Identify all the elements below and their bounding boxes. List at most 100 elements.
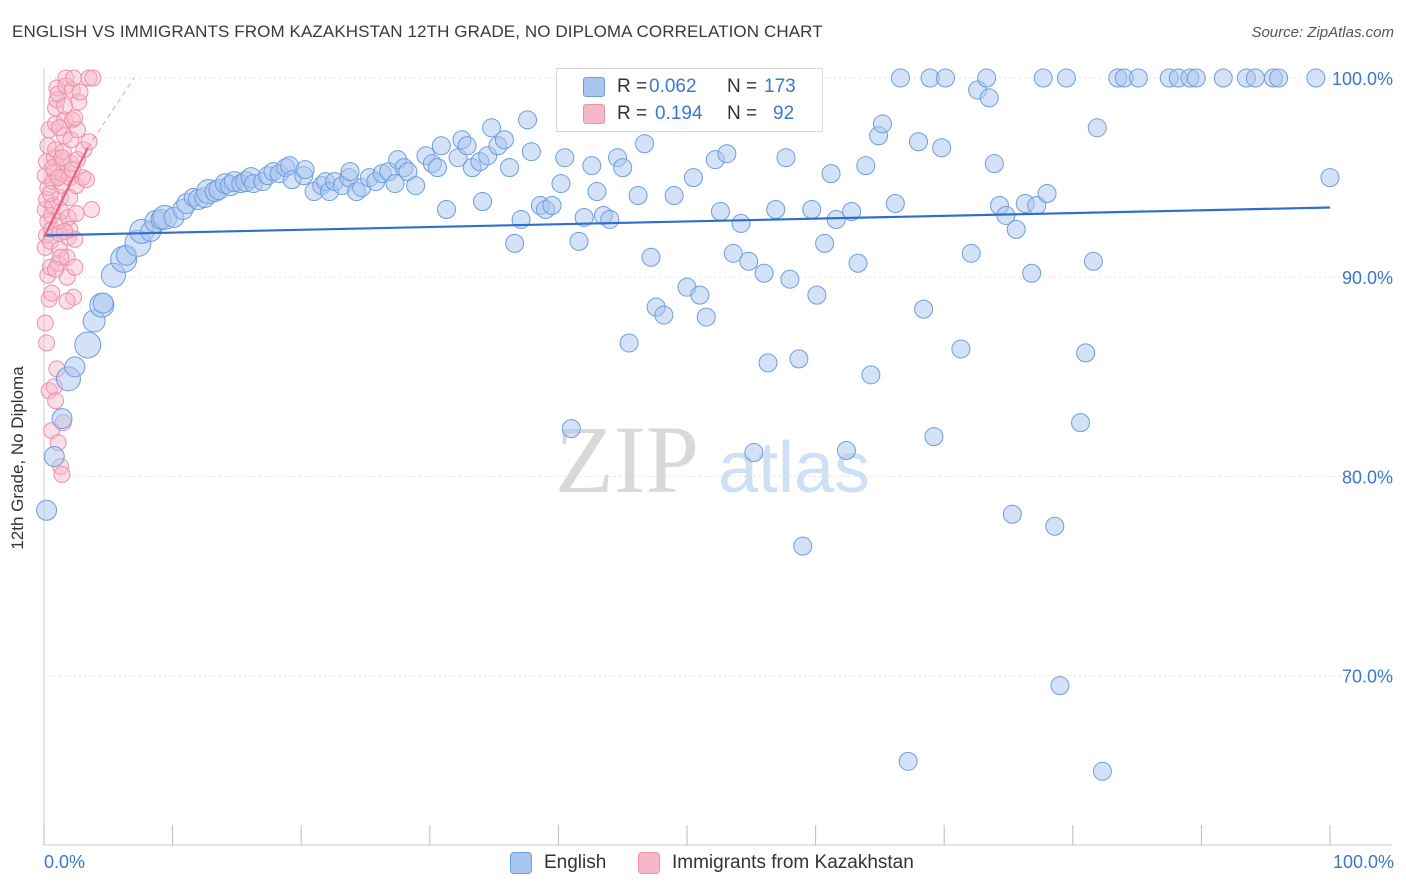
kazakhstan-point	[56, 97, 74, 115]
english-point	[500, 158, 520, 178]
english-point	[74, 331, 102, 359]
kazakhstan-point	[66, 109, 84, 127]
english-point	[744, 443, 764, 463]
kazakhstan-point	[53, 465, 71, 483]
english-point	[861, 365, 881, 385]
legend-n-value: 92	[773, 103, 795, 124]
legend-n-value: 173	[764, 76, 796, 97]
english-point	[664, 186, 684, 206]
english-point	[1269, 68, 1289, 88]
bottom-legend-label-english: English	[544, 852, 607, 873]
english-point	[482, 118, 502, 138]
kazakhstan-point	[38, 334, 56, 352]
english-point	[505, 233, 525, 253]
bottom-legend-swatch-english	[510, 852, 532, 874]
english-point	[984, 154, 1004, 174]
english-point	[1245, 68, 1265, 88]
y-tick-label: 70.0%	[1342, 667, 1393, 687]
watermark-atlas: atlas	[718, 428, 870, 508]
kazakhstan-point	[65, 69, 83, 87]
stats-legend: R = 0.062 N = 173 R = 0.194 N = 92	[556, 68, 823, 132]
bottom-legend-swatch-kazakhstan	[638, 852, 660, 874]
y-tick-labels: 70.0% 80.0% 90.0% 100.0%	[1332, 69, 1393, 687]
english-point	[776, 148, 796, 168]
english-point	[521, 142, 541, 162]
kazakhstan-point	[58, 292, 76, 310]
english-point	[1186, 68, 1206, 88]
english-point	[780, 269, 800, 289]
english-point	[856, 156, 876, 176]
legend-row-english: R = 0.062 N = 173	[557, 73, 822, 101]
english-points	[36, 68, 1340, 781]
english-point	[1056, 68, 1076, 88]
english-point	[64, 356, 86, 378]
x-tick-label-min: 0.0%	[44, 852, 86, 872]
english-point	[1092, 761, 1112, 781]
kazakhstan-point	[66, 258, 84, 276]
legend-r-label: R =	[617, 76, 648, 97]
y-tick-label: 80.0%	[1342, 467, 1393, 487]
english-point	[977, 68, 997, 88]
kazakhstan-point	[53, 149, 71, 167]
kazakhstan-trend-line	[43, 147, 89, 238]
bottom-legend-label-kazakhstan: Immigrants from Kazakhstan	[672, 852, 914, 873]
kazakhstan-point	[84, 69, 102, 87]
english-point	[428, 158, 448, 178]
english-point	[619, 333, 639, 353]
english-point	[979, 88, 999, 108]
english-point	[295, 160, 315, 180]
english-point	[406, 176, 426, 196]
english-point	[836, 441, 856, 461]
english-point	[815, 233, 835, 253]
y-tick-label: 90.0%	[1342, 268, 1393, 288]
english-point	[1071, 413, 1091, 433]
kazakhstan-point	[41, 185, 59, 203]
english-point	[908, 132, 928, 152]
kazakhstan-point	[49, 169, 67, 187]
kazakhstan-point	[67, 204, 85, 222]
english-point	[951, 339, 971, 359]
legend-n-label: N =	[727, 76, 758, 97]
english-point	[628, 186, 648, 206]
kazakhstan-point	[36, 314, 54, 332]
english-point	[1076, 343, 1096, 363]
english-point	[932, 138, 952, 158]
english-point	[842, 201, 862, 221]
bottom-legend-english: English	[510, 852, 606, 874]
english-point	[561, 419, 581, 439]
english-point	[1213, 68, 1233, 88]
english-point	[935, 68, 955, 88]
english-point	[1320, 168, 1340, 188]
english-point	[739, 251, 759, 271]
kazakhstan-point	[40, 121, 58, 139]
english-trend-line	[43, 206, 1331, 237]
english-point	[518, 110, 538, 130]
watermark: ZIP atlas	[555, 406, 870, 513]
english-point	[92, 292, 114, 314]
english-point	[542, 196, 562, 216]
legend-row-kazakhstan: R = 0.194 N = 92	[557, 100, 822, 128]
english-point	[731, 213, 751, 233]
english-point	[431, 136, 451, 156]
english-point	[340, 162, 360, 182]
english-point	[437, 199, 457, 219]
english-point	[710, 201, 730, 221]
english-point	[43, 446, 65, 468]
english-point	[51, 408, 73, 430]
english-point	[717, 144, 737, 164]
english-point	[613, 158, 633, 178]
english-point	[574, 207, 594, 227]
english-point	[885, 194, 905, 214]
english-point	[821, 164, 841, 184]
kazakhstan-point	[71, 83, 89, 101]
english-point	[36, 499, 58, 521]
english-point	[582, 156, 602, 176]
legend-r-label: R =	[617, 103, 648, 124]
english-point	[1022, 263, 1042, 283]
english-point	[1033, 68, 1053, 88]
english-point	[587, 182, 607, 202]
english-point	[654, 305, 674, 325]
kazakhstan-point	[56, 222, 74, 240]
kazakhstan-point	[77, 171, 95, 189]
